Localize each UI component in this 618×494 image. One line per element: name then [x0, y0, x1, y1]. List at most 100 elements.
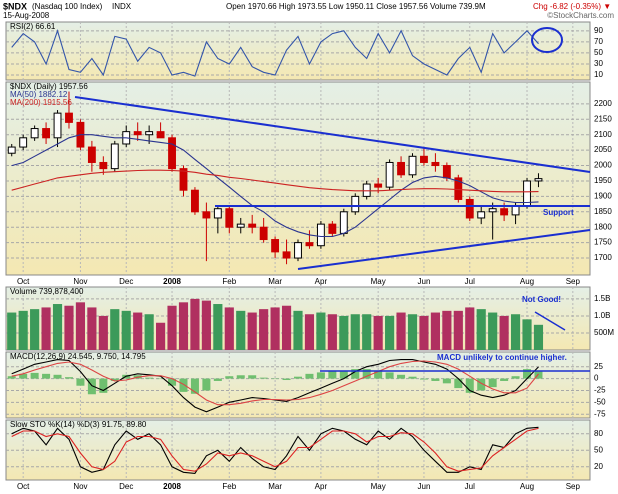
y-tick-label: 1.5B — [594, 294, 610, 303]
series-line — [11, 169, 539, 193]
volume-bar — [339, 315, 349, 350]
candle-body — [294, 242, 302, 259]
volume-bar — [396, 312, 406, 350]
volume-bar — [18, 310, 28, 350]
volume-bar — [373, 315, 383, 350]
volume-bar — [533, 324, 544, 350]
volume-bar — [201, 300, 211, 350]
histogram-bar — [385, 372, 394, 379]
volume-bar — [281, 305, 292, 350]
histogram-bar — [110, 378, 119, 381]
volume-bar — [259, 309, 269, 350]
legend-label: Slow STO %K(14) %D(3) 91.75, 89.80 — [10, 420, 147, 429]
y-tick-label: 2100 — [594, 130, 612, 139]
histogram-bar — [351, 369, 360, 379]
x-tick-label: Mar — [268, 482, 282, 491]
legend-label: MACD(12,26,9) 24.545, 9.750, 14.795 — [10, 352, 146, 361]
histogram-bar — [202, 378, 211, 391]
x-tick-label: Jul — [465, 482, 475, 491]
histogram-bar — [225, 376, 234, 379]
x-tick-label: Apr — [315, 277, 328, 286]
y-tick-label: 2050 — [594, 145, 612, 154]
panel-background — [5, 21, 591, 81]
x-tick-label: Jun — [418, 277, 431, 286]
volume-bar — [293, 310, 303, 350]
histogram-bar — [305, 373, 314, 379]
candle-body — [282, 251, 291, 259]
volume-bar — [304, 314, 315, 350]
x-tick-label: Nov — [73, 277, 87, 286]
histogram-bar — [431, 378, 440, 381]
volume-bar — [110, 309, 120, 350]
x-tick-label: Apr — [315, 482, 328, 491]
volume-bar — [453, 310, 463, 350]
candle-body — [156, 131, 165, 139]
histogram-bar — [362, 369, 371, 379]
series-line — [11, 360, 539, 406]
volume-bar — [385, 315, 395, 350]
volume-bar — [407, 314, 418, 350]
date: 15-Aug-2008 — [3, 11, 50, 20]
volume-bar — [350, 314, 360, 350]
volume-bar — [98, 315, 108, 350]
x-tick-label: 2008 — [163, 277, 181, 286]
candle-body — [213, 208, 222, 219]
histogram-bar — [76, 378, 85, 386]
candle-body — [271, 239, 280, 253]
histogram-bar — [374, 371, 383, 379]
volume-bar — [316, 312, 326, 350]
candle-body — [374, 183, 383, 188]
volume-bar — [87, 307, 97, 350]
histogram-bar — [465, 378, 474, 393]
candle-body — [168, 137, 176, 170]
volume-bar — [465, 307, 475, 350]
volume-bar — [510, 314, 521, 350]
candle-body — [19, 137, 28, 148]
volume-bar — [224, 307, 234, 350]
histogram-bar — [454, 378, 463, 389]
histogram-bar — [64, 377, 73, 379]
series-line — [11, 28, 539, 77]
change: Chg -6.82 (-0.35%) ▼ — [533, 2, 611, 11]
histogram-bar — [236, 375, 245, 379]
histogram-bar — [282, 378, 291, 381]
quote: Open 1970.66 High 1973.55 Low 1950.11 Cl… — [226, 2, 486, 11]
y-tick-label: 1800 — [594, 222, 612, 231]
candle-body — [534, 178, 543, 182]
resistance-line — [74, 96, 591, 173]
y-tick-label: 70 — [594, 37, 603, 46]
annotation: Support — [543, 208, 574, 217]
volume-bar — [213, 304, 223, 350]
candle-body — [477, 211, 486, 219]
volume-bar — [133, 312, 143, 350]
x-tick-label: Aug — [520, 482, 534, 491]
annotation: MACD unlikely to continue higher. — [437, 353, 567, 362]
volume-bar — [247, 312, 257, 350]
y-tick-label: 90 — [594, 26, 603, 35]
y-tick-label: 50 — [594, 445, 603, 454]
histogram-bar — [87, 378, 96, 395]
panels: 10 30 50 70 90 RSI(2) 66.61 1700 1750 1800 1850 19… — [5, 21, 614, 491]
histogram-bar — [534, 371, 543, 379]
histogram-bar — [7, 376, 16, 379]
series-line — [11, 134, 539, 238]
histogram-bar — [190, 378, 199, 394]
y-tick-label: 50 — [594, 48, 603, 57]
y-tick-label: -50 — [594, 397, 606, 406]
histogram-bar — [179, 378, 188, 392]
y-tick-label: -25 — [594, 386, 606, 395]
series-line — [11, 426, 539, 474]
y-tick-label: 1850 — [594, 207, 612, 216]
candle-body — [385, 161, 394, 188]
candle-body — [53, 112, 62, 139]
y-tick-label: 1950 — [594, 176, 612, 185]
histogram-bar — [168, 378, 177, 386]
volume-bar — [121, 310, 131, 350]
histogram-bar — [328, 371, 337, 379]
y-tick-label: 1700 — [594, 253, 612, 262]
candle-body — [397, 161, 405, 176]
candle-body — [316, 223, 325, 247]
histogram-bar — [442, 378, 451, 384]
histogram-bar — [53, 374, 62, 379]
y-tick-label: 500M — [594, 328, 614, 337]
